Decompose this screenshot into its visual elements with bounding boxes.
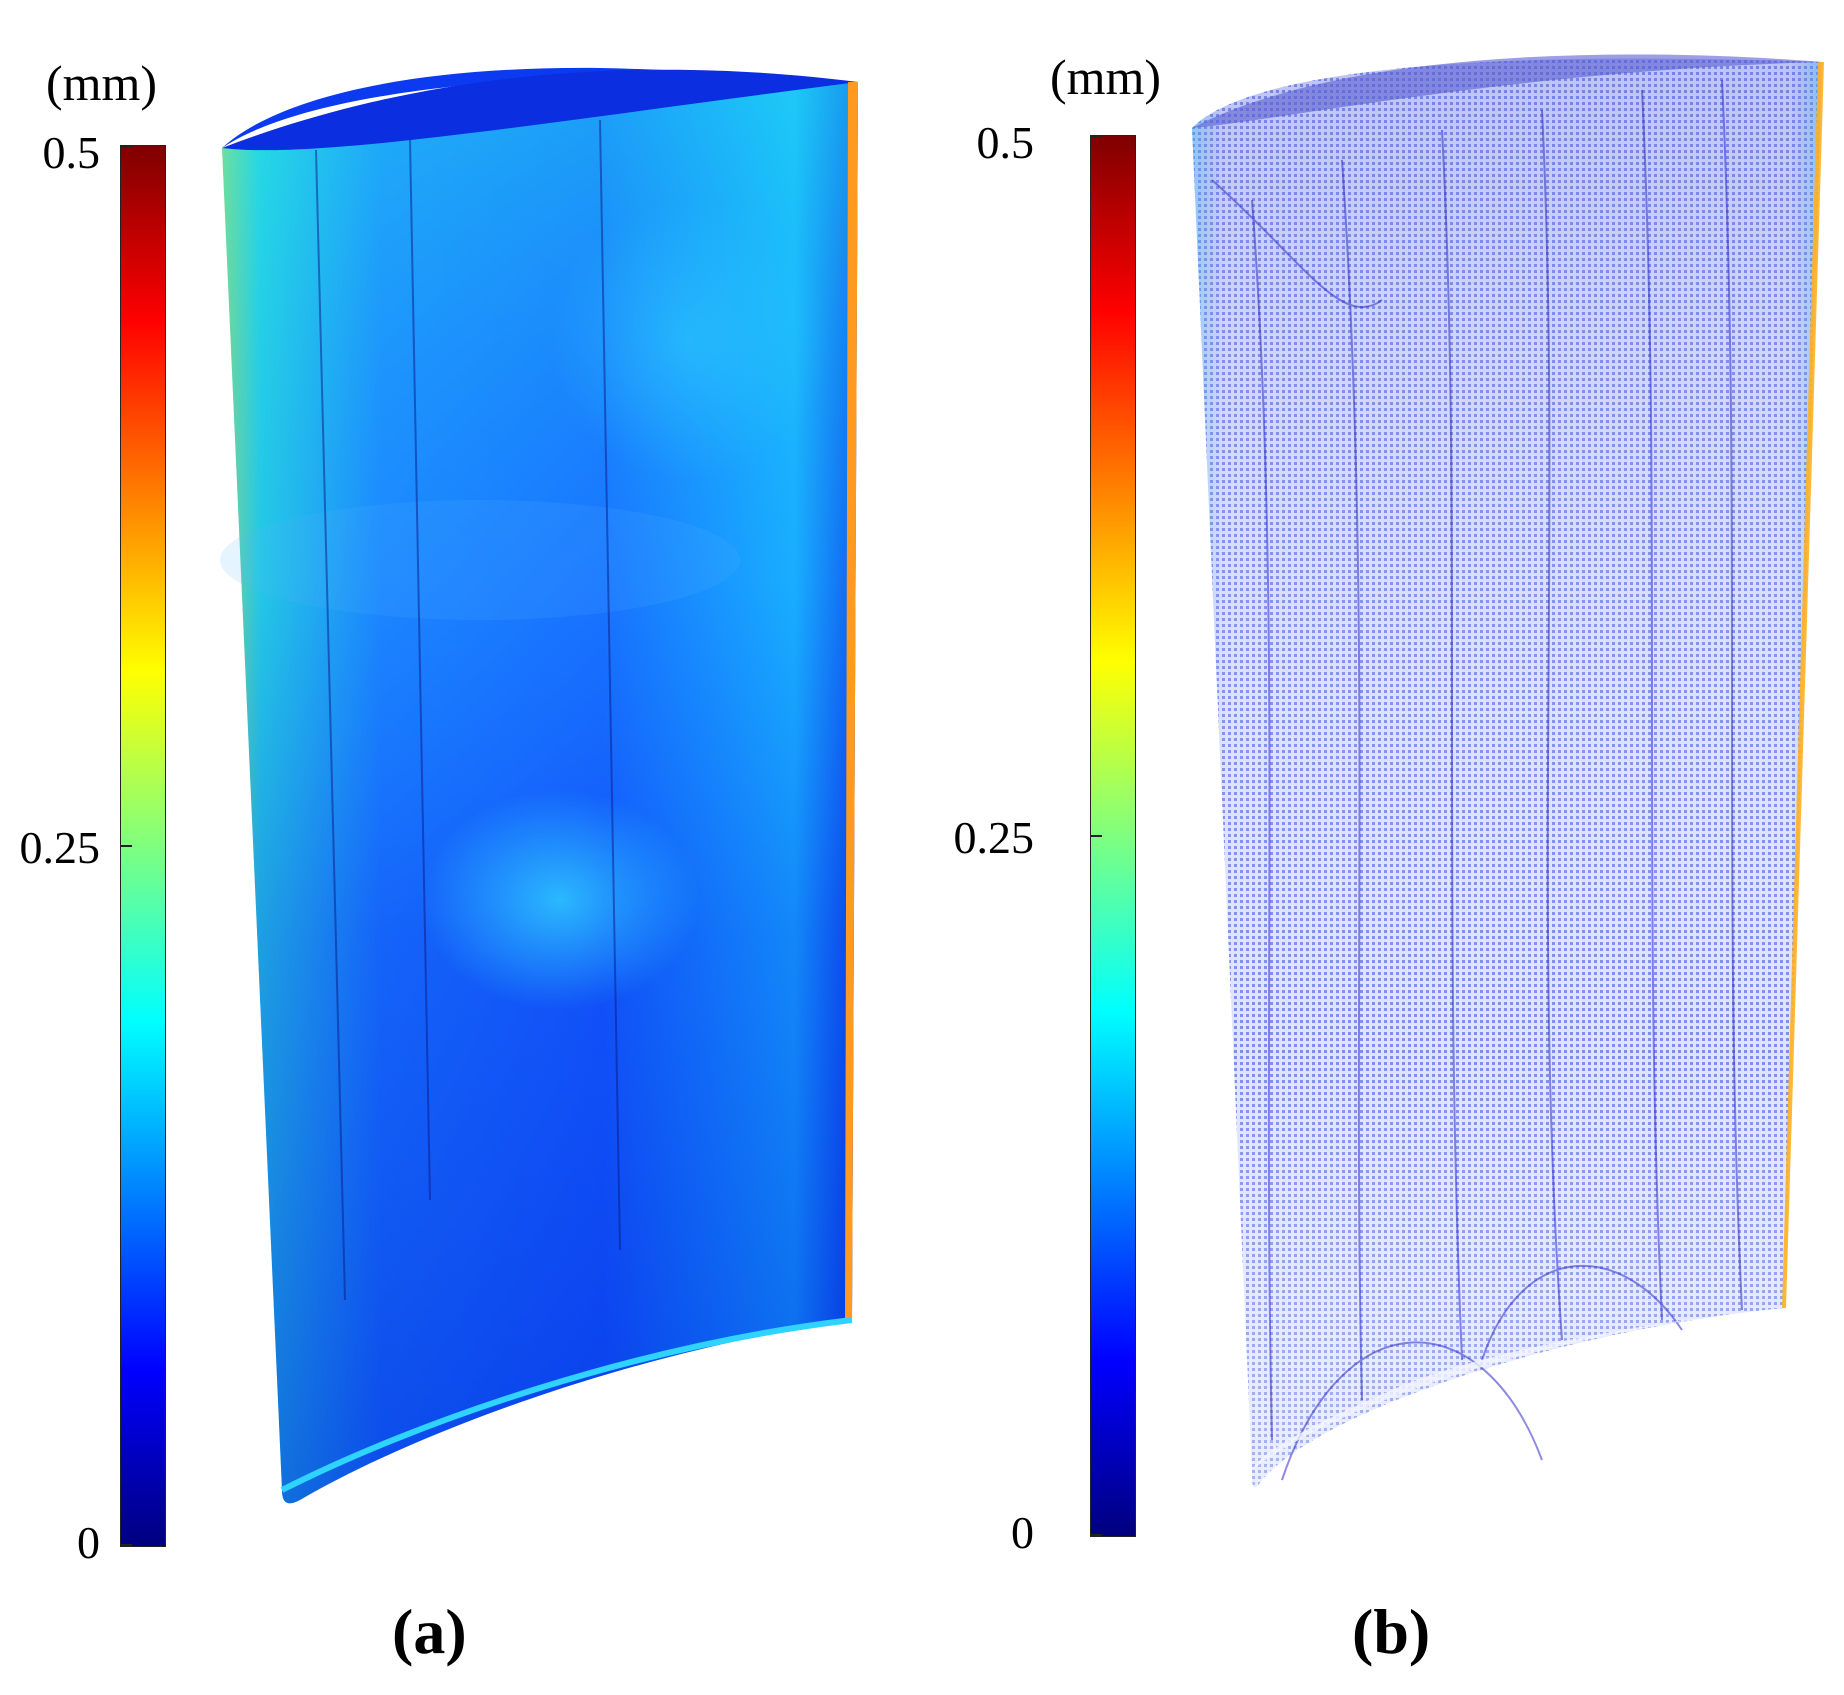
colorbar-tick-mid: 0.25 bbox=[19, 822, 101, 873]
colorbar-tick-mark bbox=[120, 145, 132, 147]
panel-caption: (b) bbox=[1352, 1596, 1431, 1667]
blade-point-cloud-b bbox=[1192, 54, 1824, 1488]
colorbar-tick-min: 0 bbox=[77, 1517, 100, 1568]
panel-a: (mm) 0.5 0.25 0 bbox=[19, 55, 858, 1667]
colorbar-unit: (mm) bbox=[46, 55, 158, 111]
panel-b: (mm) 0.5 0.25 0 bbox=[922, 0, 1844, 1695]
panel-caption: (a) bbox=[392, 1596, 467, 1667]
colorbar-unit: (mm) bbox=[1050, 49, 1162, 105]
colorbar-tick-max: 0.5 bbox=[42, 127, 101, 178]
colorbar-tick-mark bbox=[1090, 1534, 1102, 1536]
colorbar-tick-mark bbox=[1090, 835, 1102, 837]
colorbar-tick-mark bbox=[1090, 135, 1102, 137]
colorbar-tick-mark bbox=[120, 1544, 132, 1546]
colorbar-tick-mark bbox=[120, 845, 132, 847]
colorbar-tick-mid: 0.25 bbox=[953, 812, 1035, 863]
colorbar-tick-max: 0.5 bbox=[976, 117, 1035, 168]
blade-deviation-map-a bbox=[220, 67, 858, 1504]
colorbar-tick-min: 0 bbox=[1011, 1507, 1034, 1558]
